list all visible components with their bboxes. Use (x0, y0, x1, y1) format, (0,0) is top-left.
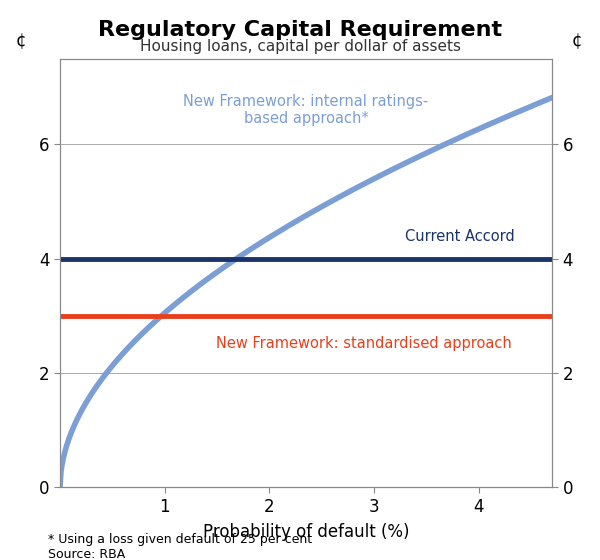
Text: New Framework: internal ratings-
based approach*: New Framework: internal ratings- based a… (184, 94, 428, 127)
Text: Current Accord: Current Accord (406, 230, 515, 244)
Text: Source: RBA: Source: RBA (48, 548, 125, 560)
Text: * Using a loss given default of 25 per cent: * Using a loss given default of 25 per c… (48, 533, 312, 546)
Text: ¢: ¢ (572, 32, 582, 50)
Text: ¢: ¢ (16, 32, 26, 50)
Text: New Framework: standardised approach: New Framework: standardised approach (215, 336, 511, 351)
Text: Regulatory Capital Requirement: Regulatory Capital Requirement (98, 20, 502, 40)
X-axis label: Probability of default (%): Probability of default (%) (203, 522, 409, 540)
Text: Housing loans, capital per dollar of assets: Housing loans, capital per dollar of ass… (139, 39, 461, 54)
